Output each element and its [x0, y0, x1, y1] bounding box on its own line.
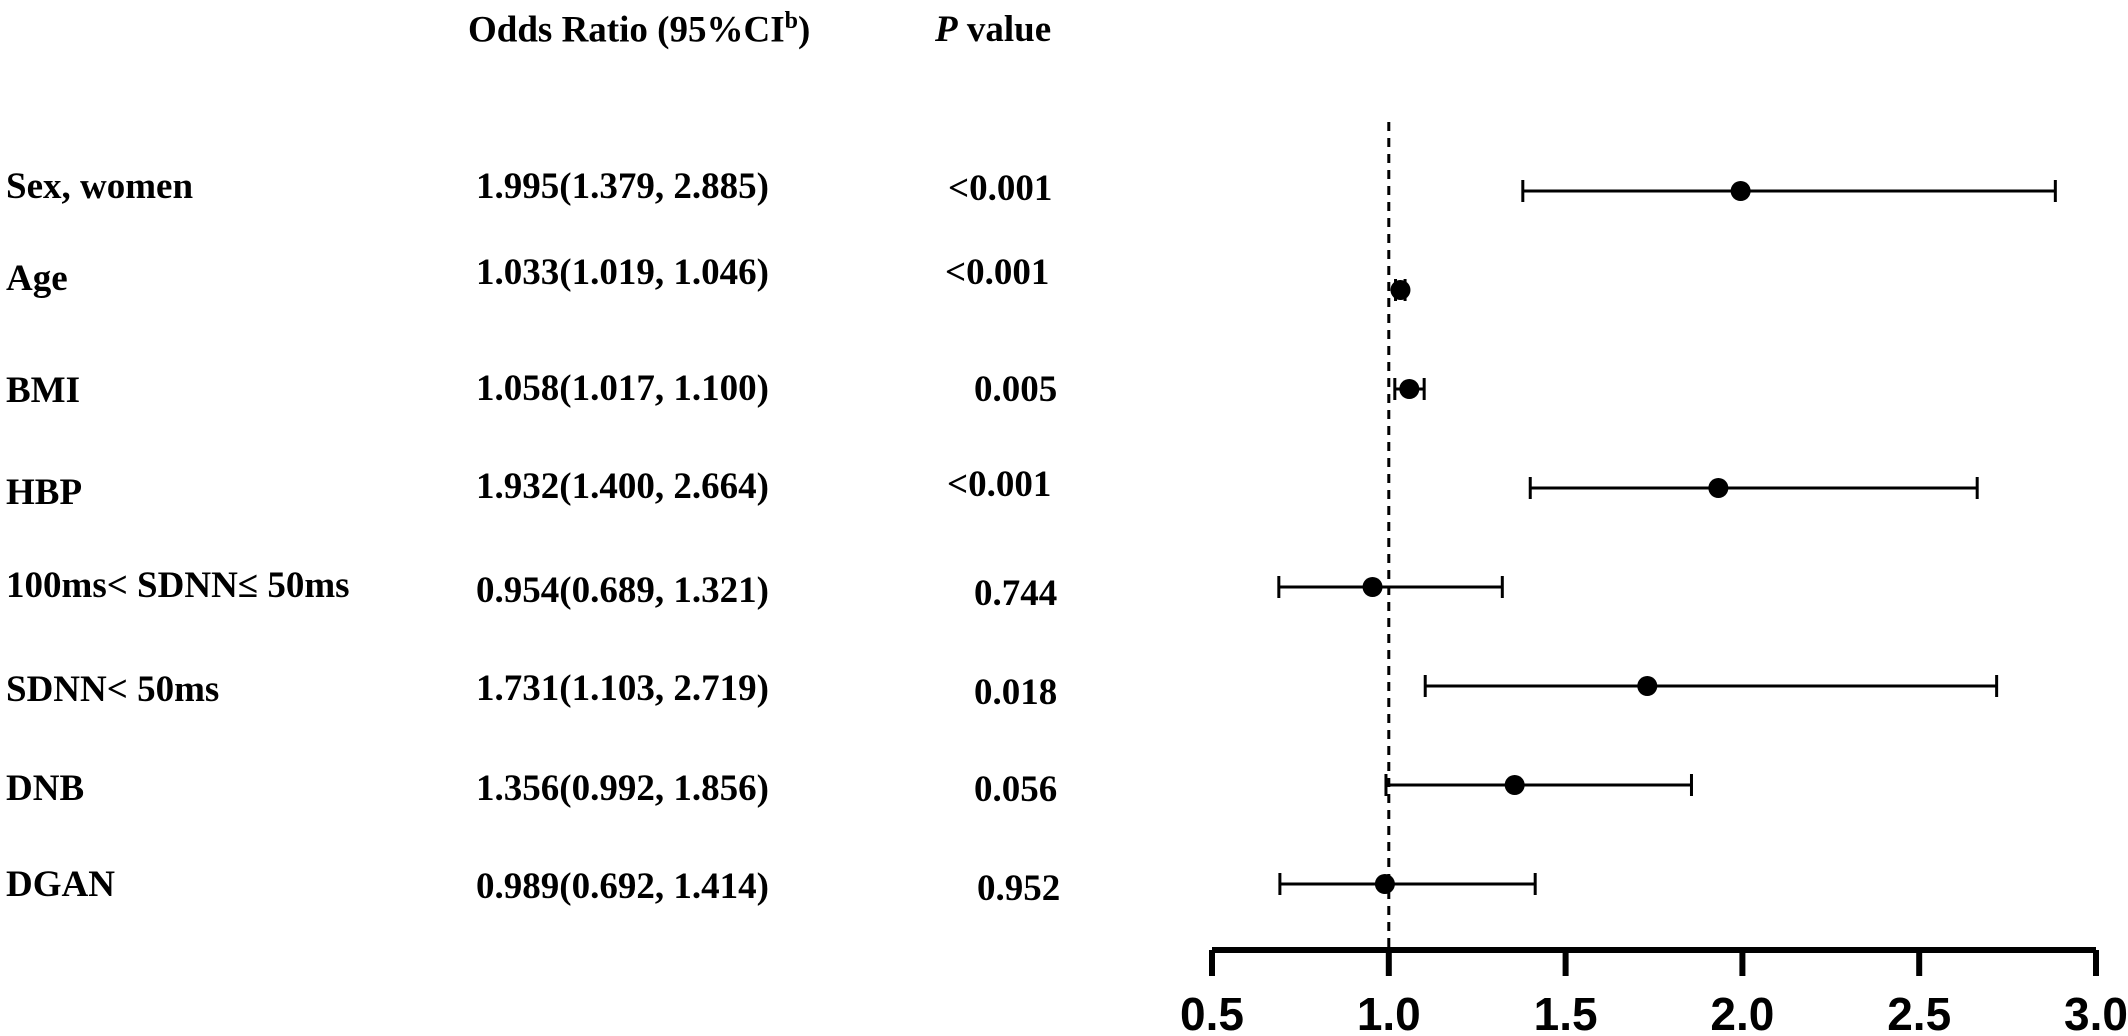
point-estimate	[1362, 577, 1383, 597]
row-label: HBP	[6, 472, 83, 513]
odds-ratio-value: 1.033(1.019, 1.046)	[476, 252, 769, 293]
x-tick-label: 3.0	[2064, 988, 2128, 1036]
p-value: 0.005	[974, 369, 1058, 410]
point-estimate	[1637, 676, 1658, 696]
row-label: DGAN	[6, 864, 115, 905]
p-value: 0.056	[974, 769, 1058, 810]
odds-ratio-value: 1.356(0.992, 1.856)	[476, 768, 769, 809]
point-estimate	[1708, 478, 1729, 498]
odds-ratio-header: Odds Ratio (95%CIb)	[468, 8, 811, 51]
p-value-header: P value	[935, 9, 1052, 50]
point-estimate	[1504, 775, 1525, 795]
odds-ratio-value: 1.932(1.400, 2.664)	[476, 466, 769, 507]
odds-ratio-value: 1.058(1.017, 1.100)	[476, 368, 769, 409]
p-value: 0.744	[974, 573, 1058, 614]
point-estimate	[1730, 181, 1751, 201]
point-estimate	[1390, 280, 1411, 300]
row-label: BMI	[6, 370, 80, 411]
p-value: 0.018	[974, 672, 1058, 713]
x-tick-label: 1.0	[1357, 988, 1421, 1036]
row-label: DNB	[6, 768, 85, 809]
row-label: Sex, women	[6, 166, 194, 207]
row-label: SDNN< 50ms	[6, 669, 220, 710]
p-value: <0.001	[948, 168, 1053, 209]
p-value: 0.952	[977, 868, 1061, 909]
odds-ratio-value: 1.731(1.103, 2.719)	[476, 668, 769, 709]
odds-ratio-value: 1.995(1.379, 2.885)	[476, 166, 769, 207]
p-value: <0.001	[947, 464, 1052, 505]
p-value: <0.001	[945, 252, 1050, 293]
row-label: Age	[6, 258, 68, 299]
x-tick-label: 0.5	[1180, 988, 1244, 1036]
point-estimate	[1399, 379, 1420, 399]
odds-ratio-value: 0.954(0.689, 1.321)	[476, 570, 769, 611]
x-tick-label: 2.5	[1887, 988, 1951, 1036]
x-tick-label: 2.0	[1710, 988, 1774, 1036]
odds-ratio-value: 0.989(0.692, 1.414)	[476, 866, 769, 907]
point-estimate	[1374, 874, 1395, 894]
row-label: 100ms< SDNN≤ 50ms	[6, 565, 350, 606]
x-tick-label: 1.5	[1534, 988, 1598, 1036]
